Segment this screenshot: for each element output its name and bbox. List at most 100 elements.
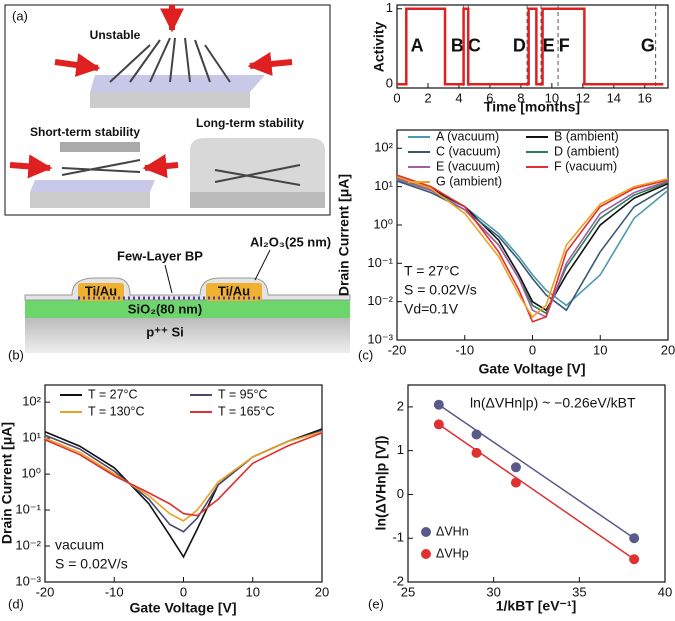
- y-tick-label: 0: [397, 486, 404, 501]
- slab-top: [90, 75, 265, 92]
- panel-b: Ti/Au Ti/Au Few-Layer BP Al₂O₃(25 nm) Si…: [8, 234, 351, 362]
- x-tick-label: 20: [661, 342, 675, 357]
- sio2-layer: [25, 300, 350, 318]
- panel-label: (b): [8, 347, 24, 362]
- x-tick-label: 30: [486, 584, 500, 599]
- legend-label: D (ambient): [554, 144, 619, 158]
- legend-label: ΔVHn: [436, 524, 469, 538]
- annotation: S = 0.02V/s: [55, 556, 128, 572]
- y-tick-label: -1: [392, 530, 404, 545]
- label: Unstable: [90, 28, 141, 42]
- legend-label: C (vacuum): [436, 144, 501, 158]
- ribbons: [109, 37, 231, 83]
- x-tick-label: 20: [315, 584, 329, 599]
- x-tick-label: 14: [607, 90, 621, 105]
- label: Al₂O₃(25 nm): [250, 234, 331, 249]
- legend-label: T = 130°C: [88, 404, 145, 418]
- y-tick-label: 10⁻¹: [367, 255, 393, 270]
- y-tick-label: 10⁻²: [367, 293, 393, 308]
- x-tick-label: 10: [545, 90, 559, 105]
- label: Few-Layer BP: [117, 248, 203, 263]
- y-axis-label: Drain Current [μA]: [336, 174, 352, 296]
- x-tick-label: 6: [486, 90, 493, 105]
- series-line: [396, 176, 669, 319]
- y-tick-label: 10¹: [374, 178, 393, 193]
- point: [510, 462, 521, 473]
- y-tick-label: 10⁻¹: [15, 502, 41, 517]
- point: [471, 447, 482, 458]
- y-tick-label: 1: [397, 442, 404, 457]
- point: [433, 399, 444, 410]
- series-line: [44, 432, 323, 517]
- x-tick-label: 10: [593, 342, 607, 357]
- y-tick-label: 10⁰: [21, 466, 41, 481]
- point: [433, 419, 444, 430]
- label: p⁺⁺ Si: [146, 324, 184, 339]
- fit-line: [438, 423, 635, 560]
- label: Ti/Au: [218, 283, 250, 298]
- x-tick-label: -20: [36, 584, 55, 599]
- x-tick-label: 2: [424, 90, 431, 105]
- x-tick-label: 0: [180, 584, 187, 599]
- x-tick-label: 4: [455, 90, 462, 105]
- arrow: [54, 53, 101, 77]
- series-line: [44, 431, 323, 522]
- cap: [60, 142, 140, 152]
- x-tick-label: 16: [638, 90, 652, 105]
- y-tick-label: 10²: [22, 394, 41, 409]
- y-tick-label: 10⁻³: [367, 331, 393, 346]
- x-tick-label: -20: [388, 342, 407, 357]
- legend-label: F (vacuum): [554, 159, 617, 173]
- y-tick-label: 1: [386, 0, 393, 15]
- legend-swatch: [421, 527, 431, 537]
- x-tick-label: 10: [246, 584, 260, 599]
- al2o3-layer: [24, 277, 351, 301]
- slab-top: [30, 180, 155, 192]
- pointer: [164, 264, 173, 294]
- y-tick-label: 2: [397, 398, 404, 413]
- panel-a: (a) Unstable Short-term stability Long-t…: [4, 4, 331, 216]
- annotation: ln(ΔVHn|p) ~ −0.26eV/kBT: [470, 395, 636, 411]
- legend-swatch: [421, 549, 431, 559]
- legend-label: B (ambient): [554, 129, 619, 143]
- y-axis-label: Drain Current [μA]: [0, 422, 15, 544]
- y-tick-label: 10⁰: [373, 216, 393, 231]
- point: [510, 477, 521, 488]
- annotation: T = 27°C: [404, 263, 460, 279]
- slab-side: [90, 92, 250, 108]
- y-tick-label: 10⁻³: [15, 573, 41, 588]
- label: Short-term stability: [30, 125, 140, 139]
- panel-label: (d): [8, 596, 24, 611]
- label: SiO₂(80 nm): [128, 301, 202, 316]
- point: [629, 554, 640, 565]
- x-axis-label: 1/kBT [eV⁻¹]: [496, 598, 577, 614]
- label: Ti/Au: [85, 283, 117, 298]
- legend-label: ΔVHp: [436, 546, 469, 560]
- x-tick-label: 40: [658, 584, 672, 599]
- series-line: [396, 178, 669, 319]
- marker-label: E: [543, 35, 555, 55]
- x-tick-label: 0: [529, 342, 536, 357]
- x-axis-label: Gate Voltage [V]: [478, 361, 585, 377]
- x-tick-label: -10: [455, 342, 474, 357]
- fit-line: [438, 404, 635, 539]
- series-line: [44, 430, 323, 533]
- annotation: vacuum: [55, 537, 104, 553]
- arrow: [142, 154, 179, 178]
- panel-label: (a): [12, 8, 28, 23]
- y-tick-label: 10⁻²: [15, 537, 41, 552]
- x-axis-label: Time [months]: [484, 99, 580, 115]
- si-substrate: [25, 318, 350, 353]
- legend-label: G (ambient): [436, 174, 502, 188]
- encapsulation: [190, 138, 325, 192]
- pointer: [254, 249, 271, 281]
- marker-label: C: [468, 35, 481, 55]
- annotation: Vd=0.1V: [404, 301, 459, 317]
- plot-frame: [407, 384, 666, 583]
- slab-side: [190, 192, 325, 208]
- x-axis-label: Gate Voltage [V]: [129, 600, 236, 616]
- marker-label: B: [451, 35, 464, 55]
- marker-label: A: [411, 35, 424, 55]
- point: [629, 533, 640, 544]
